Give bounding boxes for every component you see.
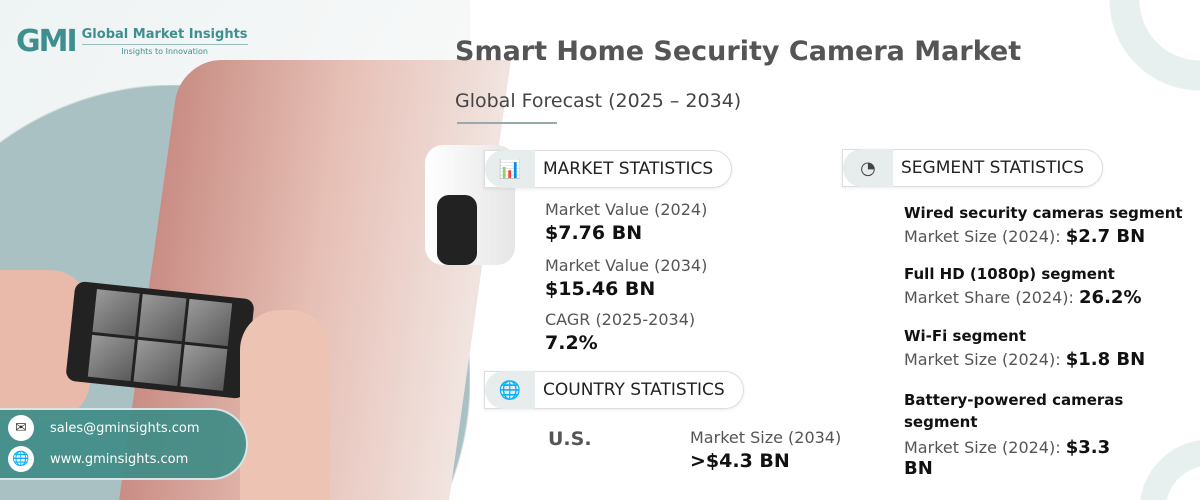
gmi-logo[interactable]: GMI Global Market Insights Insights to I… xyxy=(16,24,248,59)
logo-mark: GMI xyxy=(16,24,78,59)
country-heading: COUNTRY STATISTICS xyxy=(543,380,725,400)
market-label: CAGR (2025-2034) xyxy=(545,310,696,329)
website-link[interactable]: 🌐 www.gminsights.com xyxy=(8,446,188,472)
country-value: >$4.3 BN xyxy=(690,450,790,472)
country-name: U.S. xyxy=(548,428,592,450)
email-link[interactable]: ✉ sales@gminsights.com xyxy=(8,415,200,441)
page-title: Smart Home Security Camera Market xyxy=(455,36,1022,67)
market-value: $15.46 BN xyxy=(545,278,656,300)
market-statistics-header: 📊 MARKET STATISTICS xyxy=(484,150,733,188)
divider xyxy=(457,122,557,124)
pie-chart-icon: ◔ xyxy=(843,149,893,187)
market-label: Market Value (2034) xyxy=(545,256,708,275)
country-statistics-header: 🌐 COUNTRY STATISTICS xyxy=(484,371,744,409)
logo-tagline: Insights to Innovation xyxy=(121,47,208,56)
segment-item: Full HD (1080p) segment Market Share (202… xyxy=(904,265,1194,308)
logo-name: Global Market Insights xyxy=(81,27,248,45)
page-subtitle: Global Forecast (2025 – 2034) xyxy=(455,90,742,112)
market-label: Market Value (2024) xyxy=(545,200,708,219)
chart-globe-icon: 📊 xyxy=(485,150,535,188)
market-value: 7.2% xyxy=(545,332,598,354)
segment-title: Wired security cameras segment xyxy=(904,204,1183,222)
segment-title: Wi-Fi segment xyxy=(904,327,1027,345)
globe-icon: 🌐 xyxy=(8,446,34,472)
segment-title: Full HD (1080p) segment xyxy=(904,265,1115,283)
segment-heading: SEGMENT STATISTICS xyxy=(901,158,1085,178)
segment-value: $2.7 BN xyxy=(1065,226,1146,247)
contact-panel: ✉ sales@gminsights.com 🌐 www.gminsights.co… xyxy=(0,408,248,480)
market-value: $7.76 BN xyxy=(545,222,643,244)
segment-title: Battery-powered cameras segment xyxy=(904,391,1124,431)
website-text: www.gminsights.com xyxy=(50,451,189,467)
segment-value: 26.2% xyxy=(1079,287,1142,308)
country-label: Market Size (2034) xyxy=(690,428,842,447)
decorative-ring xyxy=(1100,400,1200,500)
segment-item: Wired security cameras segment Market Siz… xyxy=(904,204,1194,247)
camera-lens xyxy=(437,195,477,265)
decorative-ring xyxy=(1080,0,1200,120)
segment-statistics-header: ◔ SEGMENT STATISTICS xyxy=(842,149,1104,187)
hand-image xyxy=(240,310,330,500)
segment-item: Battery-powered cameras segment Market Si… xyxy=(904,389,1144,479)
segment-value: $1.8 BN xyxy=(1065,349,1146,370)
segment-label: Market Share (2024): xyxy=(904,288,1074,307)
segment-label: Market Size (2024): xyxy=(904,227,1061,246)
globe-icon: 🌐 xyxy=(485,371,535,409)
market-heading: MARKET STATISTICS xyxy=(543,159,714,179)
segment-label: Market Size (2024): xyxy=(904,350,1061,369)
envelope-icon: ✉ xyxy=(8,415,34,441)
segment-label: Market Size (2024): xyxy=(904,438,1061,457)
segment-item: Wi-Fi segment Market Size (2024): $1.8 BN xyxy=(904,327,1194,370)
email-text: sales@gminsights.com xyxy=(50,420,200,436)
segment-value: $3.3 BN xyxy=(904,437,1111,479)
phone-camera-feed-image xyxy=(65,280,255,400)
